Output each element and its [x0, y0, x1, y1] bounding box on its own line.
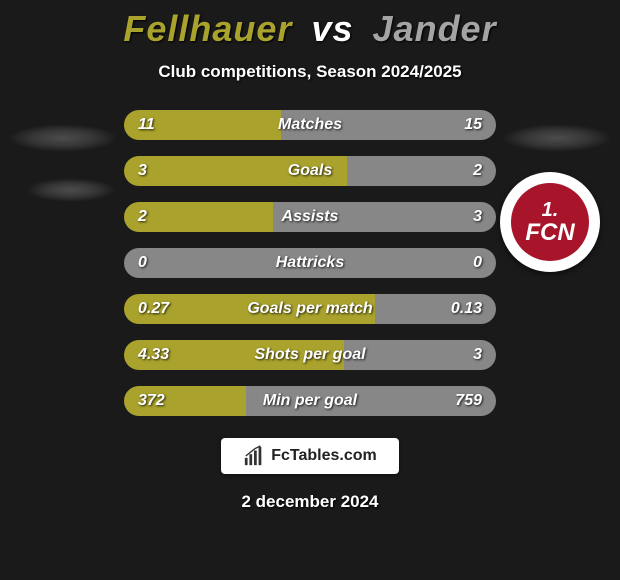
stat-row: 2Assists3: [124, 202, 496, 232]
stat-name: Min per goal: [124, 392, 496, 410]
footer-date: 2 december 2024: [0, 492, 620, 512]
club-badge: 1. FCN: [500, 172, 600, 272]
stat-labels: 11Matches15: [124, 110, 496, 140]
badge-outer-ring: 1. FCN: [500, 172, 600, 272]
player1-name: Fellhauer: [123, 8, 292, 49]
stat-name: Hattricks: [124, 254, 496, 272]
stat-name: Shots per goal: [124, 346, 496, 364]
stat-labels: 372Min per goal759: [124, 386, 496, 416]
stat-name: Goals: [124, 162, 496, 180]
stat-name: Matches: [124, 116, 496, 134]
player1-shadow: [8, 124, 118, 152]
stat-row: 11Matches15: [124, 110, 496, 140]
stat-name: Assists: [124, 208, 496, 226]
stat-name: Goals per match: [124, 300, 496, 318]
stat-row: 0Hattricks0: [124, 248, 496, 278]
stat-labels: 2Assists3: [124, 202, 496, 232]
vs-label: vs: [311, 8, 353, 49]
player2-shadow: [502, 124, 612, 152]
comparison-title: Fellhauer vs Jander: [0, 0, 620, 50]
badge-line1: 1.: [542, 200, 559, 220]
season-subtitle: Club competitions, Season 2024/2025: [0, 62, 620, 82]
brand-logo[interactable]: FcTables.com: [221, 438, 399, 474]
stat-row: 3Goals2: [124, 156, 496, 186]
stat-row: 372Min per goal759: [124, 386, 496, 416]
stat-row: 0.27Goals per match0.13: [124, 294, 496, 324]
brand-text: FcTables.com: [271, 447, 377, 465]
player2-name: Jander: [373, 8, 497, 49]
stat-labels: 0Hattricks0: [124, 248, 496, 278]
chart-icon: [243, 445, 265, 467]
badge-line2: FCN: [525, 221, 574, 245]
stat-labels: 3Goals2: [124, 156, 496, 186]
stat-row: 4.33Shots per goal3: [124, 340, 496, 370]
badge-inner-circle: 1. FCN: [511, 183, 589, 261]
stat-labels: 4.33Shots per goal3: [124, 340, 496, 370]
stats-container: 11Matches15 3Goals2 2Assists3 0Hattricks0 0.…: [124, 110, 496, 416]
stat-labels: 0.27Goals per match0.13: [124, 294, 496, 324]
player1-shadow-2: [26, 178, 116, 202]
